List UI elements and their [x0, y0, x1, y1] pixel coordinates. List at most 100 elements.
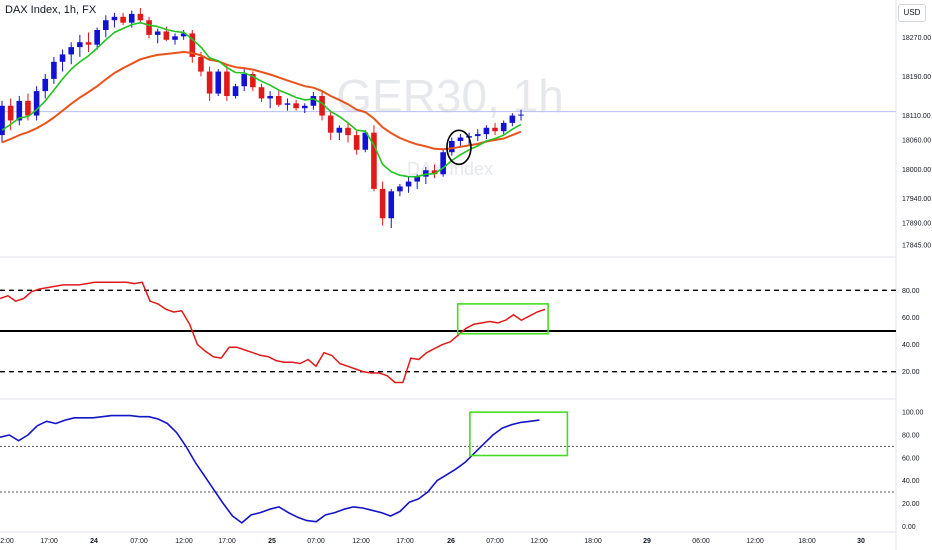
time-axis-tick: 25 [268, 538, 276, 545]
time-axis-tick: 24 [90, 538, 98, 545]
candle-body [206, 71, 213, 94]
candle-body [163, 31, 170, 40]
rsi-axis-tick: 20.00 [902, 369, 920, 376]
rsi-axis-tick: 60.00 [902, 315, 920, 322]
exchange-label: FX [82, 4, 97, 16]
rsi-axis-tick: 40.00 [902, 342, 920, 349]
candle-body [500, 122, 507, 132]
candle-body [250, 74, 256, 88]
candle-body [68, 47, 74, 55]
ema-slow-line [1, 51, 522, 151]
time-axis-tick: 06:00 [692, 538, 710, 545]
candle-body [16, 100, 23, 121]
candle-body [414, 176, 420, 182]
time-axis-tick: 30 [857, 538, 865, 545]
candle-body [336, 127, 343, 133]
candle-body [388, 191, 395, 219]
time-axis-tick: 07:00 [130, 538, 148, 545]
time-axis-tick: 07:00 [307, 538, 325, 545]
candle-body [267, 96, 273, 99]
candle-body [180, 33, 187, 37]
time-axis-tick: 12:00 [530, 538, 548, 545]
candle-body [483, 127, 490, 135]
candle-body [492, 127, 498, 132]
time-axis-tick: 29 [643, 538, 651, 545]
price-axis-tick: 18000.00 [902, 167, 931, 174]
candle-body [94, 30, 100, 45]
price-axis-tick: 17940.00 [902, 196, 931, 203]
currency-button[interactable]: USD [898, 4, 926, 22]
interval-label: 1h [63, 4, 76, 16]
candle-body [172, 36, 178, 40]
candle-body [457, 137, 464, 141]
candle-body [85, 42, 92, 45]
candle-body [59, 54, 66, 62]
candle-body [137, 13, 144, 21]
rsi-highlight-box [456, 303, 549, 335]
candle-body [241, 74, 247, 87]
candle-body [431, 170, 438, 175]
time-axis-tick: 17:00 [218, 538, 236, 545]
candle-body [319, 96, 325, 116]
candle-body [397, 186, 403, 192]
price-axis-tick: 18060.00 [902, 138, 931, 145]
time-axis-tick: 18:00 [798, 538, 816, 545]
candle-body [232, 86, 239, 96]
ema-fast-line [1, 21, 522, 178]
header-separator: , [57, 4, 64, 16]
annotation-circle [446, 129, 472, 166]
candle-body [198, 56, 204, 72]
candle-body [301, 105, 308, 109]
stoch-axis-tick: 80.00 [902, 432, 920, 439]
stoch-axis-tick: 40.00 [902, 478, 920, 485]
time-axis-tick: 2:00 [0, 538, 14, 545]
stoch-axis-tick: 100.00 [902, 410, 924, 417]
candle-body [449, 140, 455, 153]
candle-body [120, 16, 126, 23]
candle-body [103, 20, 109, 30]
time-axis-tick: 17:00 [396, 538, 414, 545]
time-axis-tick: 12:00 [746, 538, 764, 545]
price-axis-tick: 18270.00 [902, 35, 931, 42]
stoch-axis-tick: 20.00 [902, 501, 920, 508]
candle-body [128, 13, 135, 23]
candle-body [284, 103, 291, 105]
candle-body [353, 135, 360, 150]
time-axis-tick: 18:00 [584, 538, 602, 545]
stoch-axis-tick: 60.00 [902, 455, 920, 462]
price-axis-tick: 18190.00 [902, 74, 931, 81]
time-axis-tick: 17:00 [40, 538, 58, 545]
candle-body [405, 181, 412, 187]
price-axis-tick: 17890.00 [902, 221, 931, 228]
time-axis-tick: 12:00 [352, 538, 370, 545]
candle-body [293, 103, 299, 109]
candle-body [509, 115, 516, 123]
candle-body [111, 16, 118, 21]
candle-body [33, 91, 40, 116]
candle-body [146, 20, 152, 35]
candle-body [189, 33, 196, 57]
candle-body [224, 71, 230, 96]
candle-body [371, 132, 377, 189]
candle-body [25, 100, 31, 116]
candle-body [518, 114, 524, 116]
candle-body [345, 127, 351, 136]
candle-body [215, 71, 222, 94]
candle-body [51, 61, 57, 79]
candle-body [154, 31, 161, 35]
candle-body [42, 78, 49, 92]
candle-body [440, 152, 446, 175]
time-axis-tick: 07:00 [486, 538, 504, 545]
stoch-highlight-box [469, 411, 569, 457]
stoch-axis-tick: 0.00 [902, 524, 916, 531]
time-axis-tick: 26 [447, 538, 455, 545]
header-separator: , [75, 4, 83, 16]
symbol-name: DAX Index [5, 4, 58, 16]
stoch-line [0, 414, 540, 524]
candle-body [276, 96, 282, 105]
time-axis-tick: 12:00 [175, 538, 193, 545]
price-axis-tick: 18110.00 [902, 113, 931, 120]
symbol-header[interactable]: DAX Index, 1h, FX [5, 4, 96, 16]
candle-body [327, 115, 334, 133]
